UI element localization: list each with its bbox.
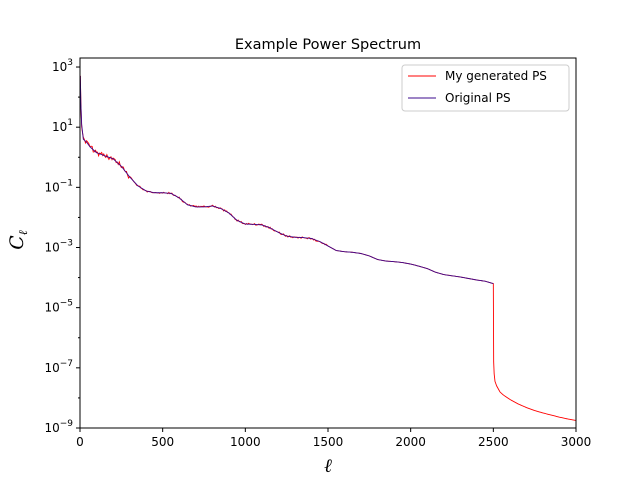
y-tick-label: 10−5 xyxy=(44,299,73,315)
x-axis-label: ℓ xyxy=(324,455,332,477)
y-axis-label-group: Cℓ xyxy=(6,230,30,250)
y-axis-label-subscript: ℓ xyxy=(16,230,30,235)
y-axis-label: Cℓ xyxy=(6,230,30,250)
legend: My generated PS Original PS xyxy=(401,64,570,112)
chart-title: Example Power Spectrum xyxy=(235,37,421,53)
x-tick-label: 1000 xyxy=(230,435,261,449)
x-tick-label: 500 xyxy=(151,435,174,449)
plot-area xyxy=(79,57,577,429)
legend-label-generated: My generated PS xyxy=(445,69,547,83)
series-line-0 xyxy=(80,75,576,421)
y-tick-label: 10−1 xyxy=(44,178,73,194)
y-tick-label: 103 xyxy=(52,58,73,74)
x-tick-label: 0 xyxy=(76,435,84,449)
plot-frame xyxy=(79,57,577,429)
series-line-1 xyxy=(80,76,494,285)
y-tick-label: 10−9 xyxy=(44,419,73,435)
x-tick-label: 2500 xyxy=(478,435,509,449)
y-tick-label: 101 xyxy=(52,118,73,134)
y-tick-label: 10−7 xyxy=(44,359,73,375)
x-axis-ticks: 0 500 1000 1500 2000 2500 3000 xyxy=(76,428,591,449)
y-axis-label-main: C xyxy=(6,235,28,250)
legend-box xyxy=(401,64,570,112)
legend-label-original: Original PS xyxy=(445,91,511,105)
x-tick-label: 2000 xyxy=(395,435,426,449)
x-tick-label: 1500 xyxy=(313,435,344,449)
x-tick-label: 3000 xyxy=(561,435,592,449)
y-axis-ticks: 103 101 10−1 10−3 10−5 10−7 10−9 xyxy=(44,58,80,435)
y-tick-label: 10−3 xyxy=(44,239,73,255)
